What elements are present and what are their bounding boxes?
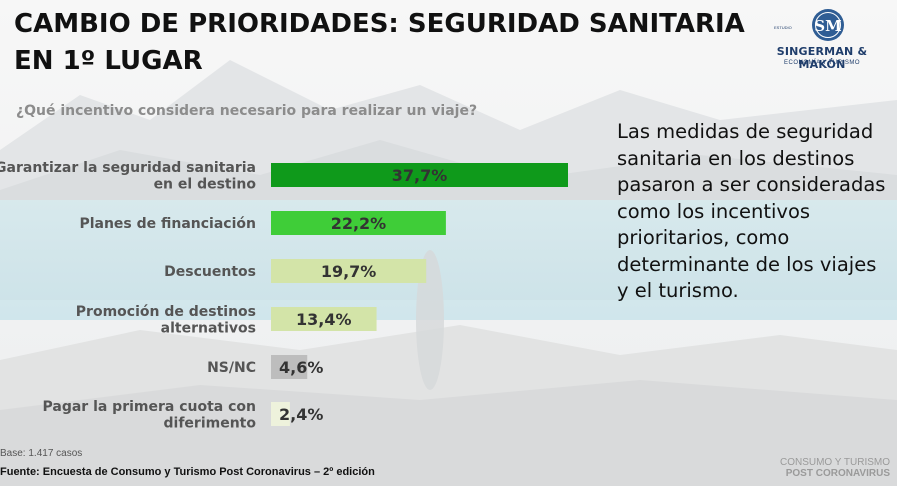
footer-line-1: CONSUMO Y TURISMO — [779, 457, 890, 468]
logo-monogram: SM — [814, 17, 841, 35]
footer-line-2: POST CORONAVIRUS — [785, 468, 890, 479]
bar — [271, 259, 427, 283]
value-label: 37,7% — [392, 166, 448, 185]
value-label: 19,7% — [321, 262, 377, 281]
category-label: Garantizar la seguridad sanitaria en el d… — [0, 160, 256, 193]
value-label: 4,6% — [279, 358, 323, 377]
category-label: Descuentos — [164, 264, 256, 280]
bar — [271, 307, 377, 331]
incentives-bar-chart: Garantizar la seguridad sanitaria en el d… — [0, 160, 568, 432]
logo-brand-name: SINGERMAN & MAKÓN — [776, 45, 868, 71]
category-label: NS/NC — [207, 360, 256, 376]
brand-logo: ESTUDIO SM SINGERMAN & MAKÓN ECONOMÍA Y … — [752, 8, 892, 71]
commentary-text: Las medidas de seguridad sanitaria en lo… — [617, 120, 886, 302]
bar — [271, 163, 568, 187]
value-label: 2,4% — [279, 405, 323, 424]
survey-question: ¿Qué incentivo considera necesario para … — [16, 103, 478, 119]
bar — [271, 355, 308, 379]
logo-emblem-icon: SM — [812, 9, 844, 41]
base-sample-note: Base: 1.417 casos — [0, 448, 83, 459]
value-label: 22,2% — [331, 214, 387, 233]
source-note: Fuente: Encuesta de Consumo y Turismo Po… — [0, 466, 375, 478]
bar — [271, 402, 290, 426]
category-label: Pagar la primera cuota con diferimento — [42, 399, 256, 432]
page-title-line-1: CAMBIO DE PRIORIDADES: SEGURIDAD SANITAR… — [14, 9, 745, 39]
footer-series-label: CONSUMO Y TURISMO POST CORONAVIRUS — [780, 457, 890, 479]
page-title: CAMBIO DE PRIORIDADES: SEGURIDAD SANITAR… — [14, 6, 745, 80]
category-label: Promoción de destinos alternativos — [76, 304, 256, 337]
logo-tagline: ECONOMÍA Y TURISMO — [783, 60, 860, 66]
category-label: Planes de financiación — [79, 216, 256, 232]
page-title-line-2: EN 1º LUGAR — [14, 46, 203, 76]
value-label: 13,4% — [296, 310, 352, 329]
logo-estudio-label: ESTUDIO — [774, 25, 792, 30]
bar — [271, 211, 446, 235]
